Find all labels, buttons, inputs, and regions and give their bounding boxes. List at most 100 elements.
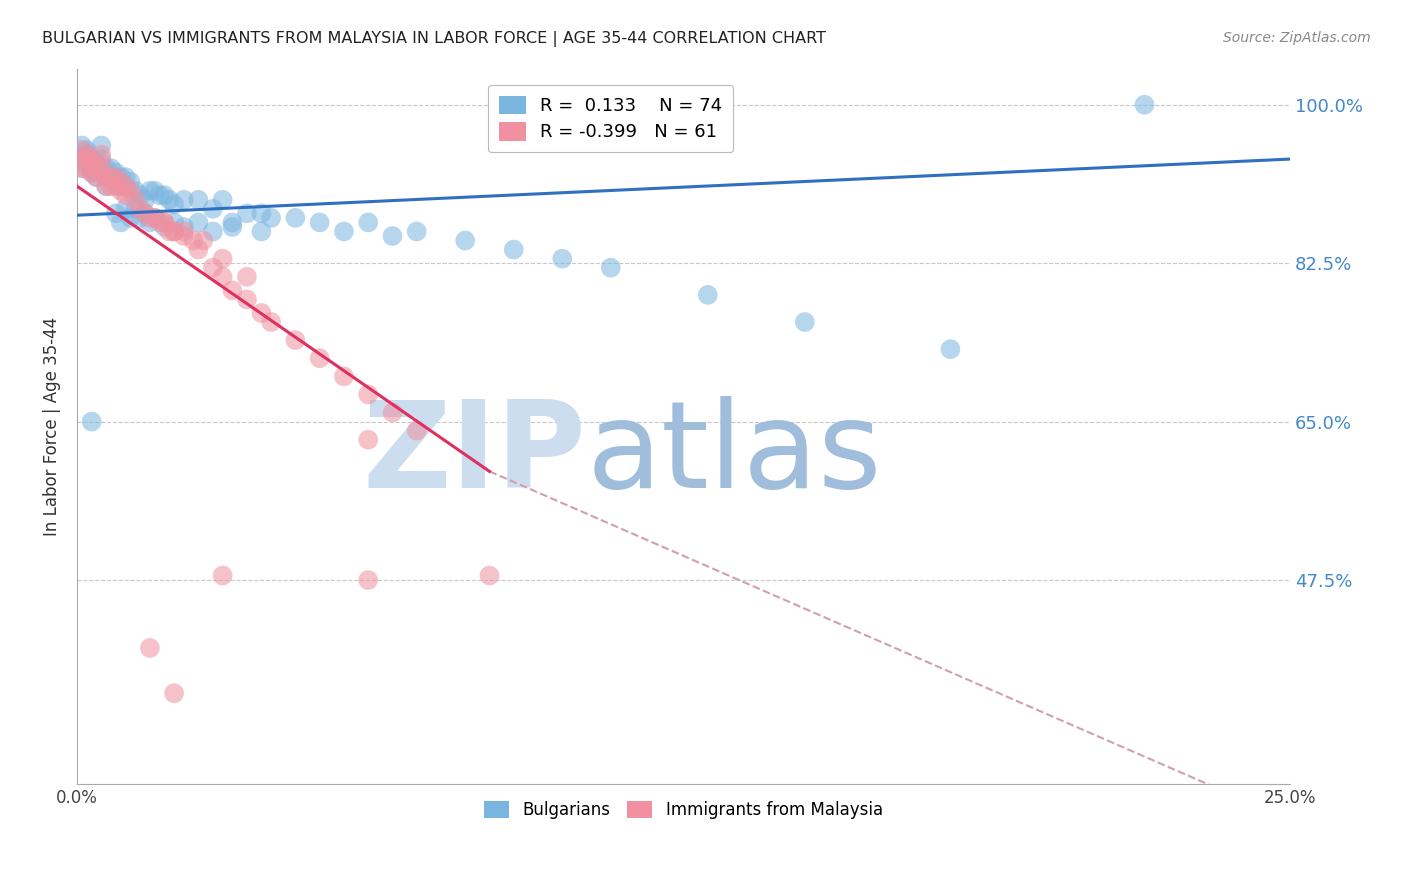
Point	[80, 161, 103, 175]
Point	[187, 193, 209, 207]
Point	[110, 175, 132, 189]
Point	[104, 179, 127, 194]
Point	[76, 156, 98, 170]
Point	[173, 225, 195, 239]
Point	[90, 161, 112, 175]
Point	[80, 166, 103, 180]
Legend: Bulgarians, Immigrants from Malaysia: Bulgarians, Immigrants from Malaysia	[478, 794, 890, 825]
Point	[90, 156, 112, 170]
Point	[80, 415, 103, 429]
Point	[211, 252, 233, 266]
Point	[357, 573, 380, 587]
Point	[599, 260, 621, 275]
Point	[76, 147, 98, 161]
Point	[70, 161, 93, 175]
Point	[187, 215, 209, 229]
Text: ZIP: ZIP	[363, 396, 586, 513]
Point	[96, 179, 118, 194]
Point	[70, 161, 93, 175]
Point	[96, 170, 118, 185]
Point	[124, 202, 146, 216]
Point	[80, 166, 103, 180]
Point	[221, 283, 243, 297]
Point	[211, 568, 233, 582]
Point	[86, 156, 108, 170]
Point	[70, 152, 93, 166]
Point	[153, 188, 176, 202]
Point	[120, 175, 142, 189]
Point	[104, 170, 127, 185]
Point	[308, 351, 330, 366]
Point	[104, 206, 127, 220]
Point	[76, 143, 98, 157]
Point	[173, 229, 195, 244]
Point	[86, 170, 108, 185]
Point	[221, 215, 243, 229]
Point	[153, 215, 176, 229]
Point	[100, 161, 122, 175]
Point	[104, 166, 127, 180]
Point	[236, 293, 259, 307]
Point	[100, 170, 122, 185]
Point	[70, 138, 93, 153]
Point	[211, 269, 233, 284]
Point	[114, 179, 136, 194]
Point	[90, 138, 112, 153]
Text: Source: ZipAtlas.com: Source: ZipAtlas.com	[1223, 31, 1371, 45]
Point	[80, 156, 103, 170]
Point	[284, 211, 307, 225]
Point	[163, 225, 186, 239]
Point	[114, 188, 136, 202]
Point	[76, 147, 98, 161]
Point	[939, 342, 962, 356]
Point	[80, 152, 103, 166]
Point	[96, 170, 118, 185]
Point	[134, 206, 156, 220]
Point	[308, 215, 330, 229]
Point	[86, 161, 108, 175]
Point	[333, 225, 356, 239]
Y-axis label: In Labor Force | Age 35-44: In Labor Force | Age 35-44	[44, 317, 60, 536]
Point	[357, 433, 380, 447]
Point	[1133, 97, 1156, 112]
Point	[110, 170, 132, 185]
Point	[173, 193, 195, 207]
Point	[139, 640, 162, 655]
Point	[139, 215, 162, 229]
Point	[139, 184, 162, 198]
Point	[148, 188, 170, 202]
Point	[96, 161, 118, 175]
Point	[201, 260, 224, 275]
Point	[153, 215, 176, 229]
Point	[157, 193, 180, 207]
Point	[129, 202, 152, 216]
Point	[76, 152, 98, 166]
Point	[110, 184, 132, 198]
Point	[236, 206, 259, 220]
Point	[90, 147, 112, 161]
Point	[163, 215, 186, 229]
Point	[551, 252, 574, 266]
Point	[260, 315, 283, 329]
Text: atlas: atlas	[586, 396, 882, 513]
Text: BULGARIAN VS IMMIGRANTS FROM MALAYSIA IN LABOR FORCE | AGE 35-44 CORRELATION CHA: BULGARIAN VS IMMIGRANTS FROM MALAYSIA IN…	[42, 31, 827, 47]
Point	[120, 184, 142, 198]
Point	[250, 206, 273, 220]
Point	[129, 188, 152, 202]
Point	[250, 225, 273, 239]
Point	[100, 170, 122, 185]
Point	[90, 166, 112, 180]
Point	[357, 387, 380, 401]
Point	[163, 225, 186, 239]
Point	[114, 202, 136, 216]
Point	[129, 211, 152, 225]
Point	[157, 225, 180, 239]
Point	[70, 152, 93, 166]
Point	[124, 193, 146, 207]
Point	[260, 211, 283, 225]
Point	[134, 206, 156, 220]
Point	[76, 161, 98, 175]
Point	[153, 219, 176, 234]
Point	[405, 424, 427, 438]
Point	[134, 193, 156, 207]
